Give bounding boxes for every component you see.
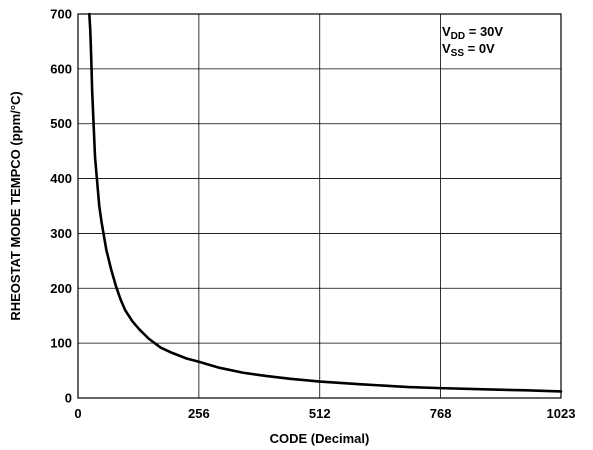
tempco-series-line <box>88 12 563 393</box>
x-tick-label: 1023 <box>547 406 576 421</box>
x-tick-label: 256 <box>188 406 210 421</box>
y-tick-label: 300 <box>50 226 72 241</box>
y-tick-labels: 0 100 200 300 400 500 600 700 <box>50 7 72 406</box>
x-tick-labels: 0 256 512 768 1023 <box>74 406 575 421</box>
plot-frame <box>77 13 562 399</box>
x-tick-label: 512 <box>309 406 331 421</box>
y-tick-label: 200 <box>50 281 72 296</box>
y-tick-label: 700 <box>50 7 72 22</box>
legend-entry: VDD = 30V <box>442 24 503 42</box>
y-tick-label: 500 <box>50 116 72 131</box>
x-tick-label: 768 <box>430 406 452 421</box>
y-tick-label: 100 <box>50 336 72 351</box>
x-tick-label: 0 <box>74 406 81 421</box>
y-tick-label: 400 <box>50 171 72 186</box>
y-axis-title: RHEOSTAT MODE TEMPCO (ppm/°C) <box>8 91 23 320</box>
y-tick-label: 600 <box>50 61 72 76</box>
legend-entry: VSS = 0V <box>442 41 495 59</box>
x-axis-title: CODE (Decimal) <box>270 431 370 446</box>
series-layer <box>88 12 563 393</box>
y-tick-label: 0 <box>65 391 72 406</box>
grid <box>78 14 561 398</box>
